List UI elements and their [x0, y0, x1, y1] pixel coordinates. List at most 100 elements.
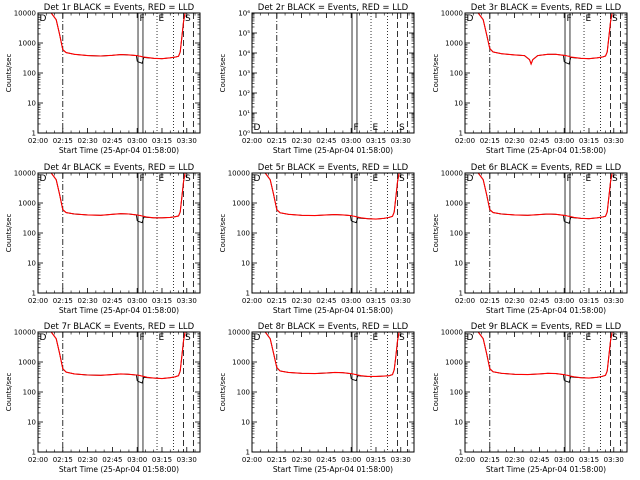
y-tick-label: 1 [459, 449, 463, 457]
flag-marker-label: F [140, 174, 145, 184]
x-tick-label: 03:00 [341, 456, 361, 464]
y-tick-label: 1 [32, 290, 36, 298]
y-tick-label: 10000 [228, 329, 250, 337]
x-tick-label: 02:30 [291, 456, 311, 464]
y-tick-label: 100 [237, 389, 250, 397]
series-line-lld [264, 332, 405, 377]
x-tick-label: 03:30 [604, 137, 624, 145]
x-tick-label: 02:30 [504, 297, 524, 305]
x-tick-label: 02:00 [28, 297, 48, 305]
panel-title: Det 3r BLACK = Events, RED = LLD [471, 3, 622, 13]
y-tick-label: 10000 [14, 10, 36, 18]
y-axis-label: Counts/sec [432, 373, 440, 412]
x-tick-label: 03:15 [366, 297, 386, 305]
x-axis-label: Start Time (25-Apr-04 01:58:00) [273, 306, 393, 315]
x-tick-label: 03:00 [341, 137, 361, 145]
series-line-lld [477, 332, 618, 379]
series-line-lld [50, 13, 191, 60]
x-tick-label: 03:15 [152, 297, 172, 305]
flag-marker-label: E [586, 14, 592, 24]
y-tick-label: 1 [246, 449, 250, 457]
y-tick-label: 1000 [18, 359, 36, 367]
y-tick-label: 10000 [14, 329, 36, 337]
y-tick-label: 10000 [228, 170, 250, 178]
series-group [477, 332, 618, 383]
flag-marker-label: S [185, 14, 191, 24]
series-group [50, 332, 191, 384]
plot-frame [251, 172, 415, 294]
y-tick-label: 1 [459, 130, 463, 138]
x-tick-label: 02:30 [291, 297, 311, 305]
x-axis-label: Start Time (25-Apr-04 01:58:00) [273, 146, 393, 155]
y-tick-label: 100 [450, 70, 463, 78]
y-tick-label: 100 [23, 389, 36, 397]
flag-marker-label: D [467, 14, 474, 24]
series-line-lld [477, 13, 618, 66]
panel-title: Det 5r BLACK = Events, RED = LLD [258, 163, 409, 173]
y-tick-label: 10000 [14, 170, 36, 178]
flag-marker-label: S [185, 174, 191, 184]
y-tick-label: 10¹ [238, 110, 250, 118]
plot-frame [37, 12, 201, 134]
x-tick-label: 03:00 [127, 456, 147, 464]
y-tick-label: 1 [459, 290, 463, 298]
flag-marker-label: F [567, 14, 572, 24]
x-tick-label: 02:45 [316, 137, 336, 145]
y-axis-label: Counts/sec [219, 54, 227, 93]
x-tick-label: 03:30 [391, 137, 411, 145]
x-axis-label: Start Time (25-Apr-04 01:58:00) [273, 465, 393, 474]
detector-panel-8: Det 8r BLACK = Events, RED = LLD Counts/s… [219, 322, 415, 474]
x-tick-label: 02:15 [480, 456, 500, 464]
y-tick-label: 1000 [445, 200, 463, 208]
x-tick-label: 03:15 [579, 297, 599, 305]
x-tick-label: 03:00 [341, 297, 361, 305]
series-group [50, 173, 191, 224]
y-axis-label: Counts/sec [432, 214, 440, 253]
series-group [50, 13, 191, 64]
y-tick-label: 100 [23, 230, 36, 238]
x-tick-label: 02:45 [529, 297, 549, 305]
series-line-events [477, 173, 618, 224]
panel-title: Det 9r BLACK = Events, RED = LLD [471, 322, 622, 332]
plot-frame [37, 172, 201, 294]
x-tick-label: 03:00 [127, 297, 147, 305]
series-group [477, 173, 618, 224]
x-tick-label: 03:00 [127, 137, 147, 145]
flag-marker-label: F [354, 174, 359, 184]
flag-marker-label: D [40, 174, 47, 184]
flag-marker-label: D [254, 174, 261, 184]
x-axis-label: Start Time (25-Apr-04 01:58:00) [486, 146, 606, 155]
flag-marker-label: S [612, 14, 618, 24]
y-tick-label: 10⁰ [238, 130, 250, 138]
series-line-events [477, 13, 618, 66]
x-tick-label: 02:30 [291, 137, 311, 145]
y-tick-label: 10⁵ [238, 30, 250, 38]
y-tick-label: 10⁶ [238, 10, 250, 18]
y-axis-label: Counts/sec [5, 214, 13, 253]
panel-title: Det 7r BLACK = Events, RED = LLD [44, 322, 195, 332]
x-tick-label: 02:00 [28, 137, 48, 145]
x-tick-label: 02:30 [77, 297, 97, 305]
y-tick-label: 1000 [232, 359, 250, 367]
series-line-events [264, 332, 405, 382]
x-tick-label: 03:15 [579, 456, 599, 464]
series-line-events [50, 332, 191, 384]
flag-marker-label: F [354, 333, 359, 343]
x-tick-label: 02:30 [77, 456, 97, 464]
flag-marker-label: E [373, 174, 379, 184]
x-tick-label: 02:45 [316, 297, 336, 305]
plot-frame [464, 172, 628, 294]
x-tick-label: 03:30 [177, 456, 197, 464]
x-tick-label: 02:30 [77, 137, 97, 145]
x-tick-label: 02:00 [28, 456, 48, 464]
y-tick-label: 10 [27, 419, 36, 427]
x-tick-label: 03:30 [604, 297, 624, 305]
y-tick-label: 10 [454, 419, 463, 427]
x-tick-label: 02:30 [504, 137, 524, 145]
y-tick-label: 100 [23, 70, 36, 78]
plot-frame [464, 331, 628, 453]
detector-panel-4: Det 4r BLACK = Events, RED = LLD Counts/s… [5, 163, 201, 315]
x-tick-label: 02:00 [242, 137, 262, 145]
panel-title: Det 4r BLACK = Events, RED = LLD [44, 163, 195, 173]
y-tick-label: 100 [450, 230, 463, 238]
